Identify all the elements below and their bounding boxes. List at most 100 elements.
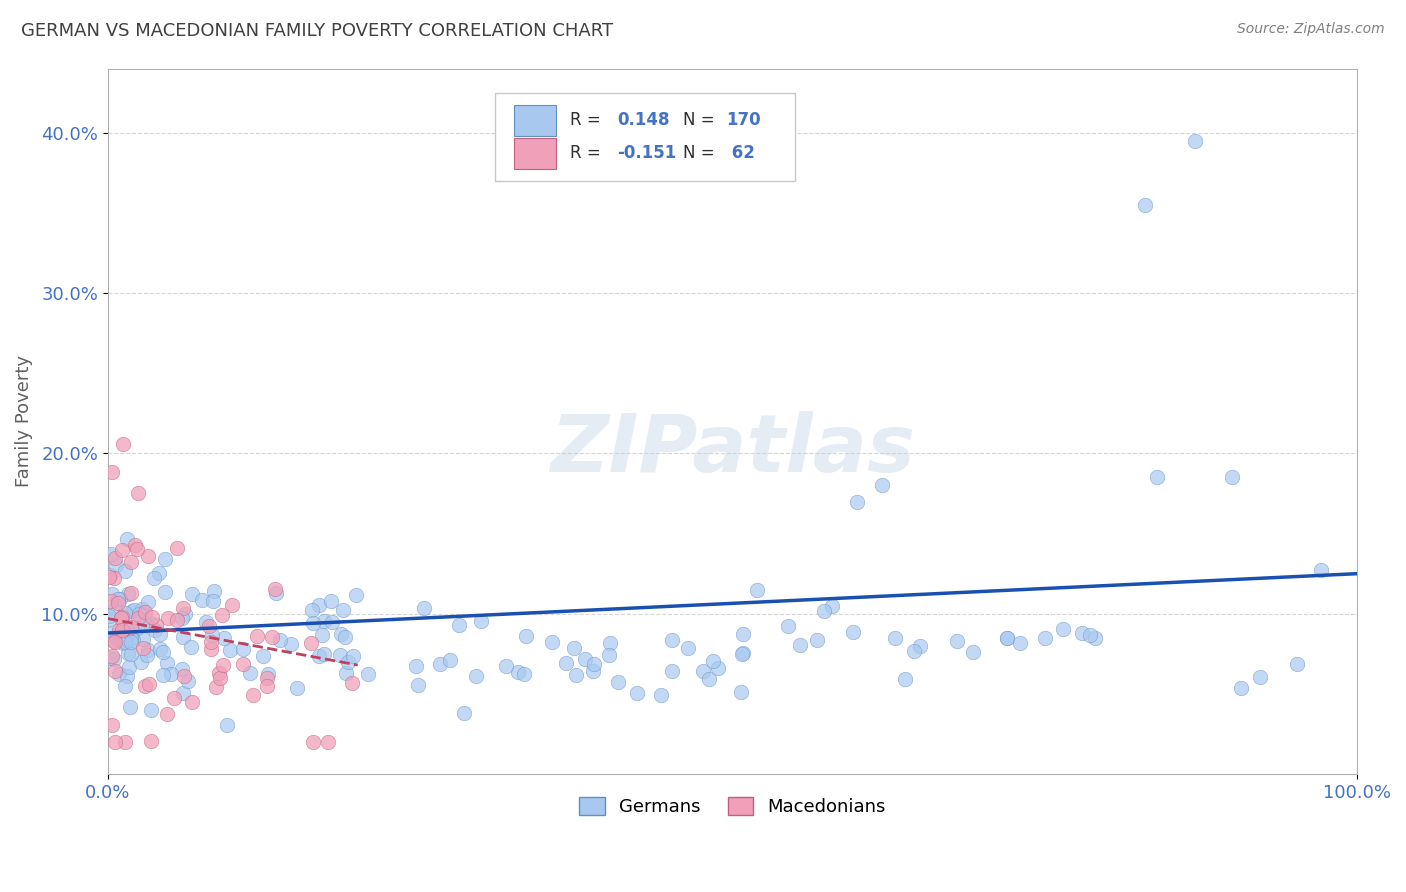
- Point: [676, 640, 699, 655]
- Point: [114, 564, 136, 578]
- Point: [731, 647, 754, 661]
- Point: [731, 627, 754, 641]
- Point: [205, 680, 228, 694]
- Point: [118, 660, 141, 674]
- Point: [302, 616, 325, 631]
- Point: [540, 635, 562, 649]
- Point: [104, 635, 127, 649]
- Point: [555, 657, 578, 671]
- Point: [198, 619, 221, 633]
- Point: [190, 593, 212, 607]
- Point: [103, 633, 125, 648]
- Point: [995, 631, 1018, 645]
- Point: [120, 632, 142, 646]
- Point: [139, 615, 162, 630]
- Point: [1220, 470, 1243, 484]
- Point: [111, 628, 134, 642]
- Text: -0.151: -0.151: [617, 145, 676, 162]
- Point: [153, 584, 176, 599]
- Point: [166, 541, 188, 556]
- Text: 62: 62: [727, 145, 755, 162]
- Point: [111, 623, 134, 637]
- Point: [252, 649, 274, 664]
- Point: [731, 646, 754, 660]
- Point: [170, 611, 193, 625]
- Point: [120, 620, 142, 634]
- Point: [134, 606, 156, 620]
- Point: [127, 542, 149, 557]
- Point: [1033, 631, 1056, 645]
- Point: [100, 612, 122, 626]
- Point: [1309, 563, 1331, 577]
- Point: [908, 639, 931, 653]
- Point: [153, 552, 176, 566]
- Point: [212, 631, 235, 645]
- Point: [583, 657, 606, 671]
- Point: [114, 735, 136, 749]
- Point: [232, 641, 254, 656]
- Point: [104, 664, 127, 678]
- Point: [107, 666, 129, 681]
- Point: [124, 538, 146, 552]
- Point: [574, 652, 596, 666]
- Point: [513, 667, 536, 681]
- Point: [301, 735, 323, 749]
- Point: [1285, 657, 1308, 671]
- Point: [172, 601, 194, 615]
- Point: [180, 640, 202, 654]
- Point: [661, 664, 683, 678]
- Point: [308, 598, 330, 612]
- Point: [449, 617, 471, 632]
- Point: [98, 570, 121, 584]
- Point: [141, 609, 163, 624]
- Point: [166, 613, 188, 627]
- Point: [470, 615, 492, 629]
- Point: [330, 627, 353, 641]
- Point: [285, 681, 308, 695]
- Point: [145, 618, 167, 632]
- Point: [1071, 626, 1094, 640]
- Point: [319, 593, 342, 607]
- Point: [180, 695, 202, 709]
- Y-axis label: Family Poverty: Family Poverty: [15, 355, 32, 487]
- Point: [105, 558, 128, 572]
- Point: [101, 649, 124, 664]
- Point: [136, 595, 159, 609]
- Point: [692, 664, 714, 678]
- Point: [201, 628, 224, 642]
- Text: GERMAN VS MACEDONIAN FAMILY POVERTY CORRELATION CHART: GERMAN VS MACEDONIAN FAMILY POVERTY CORR…: [21, 22, 613, 40]
- Point: [202, 593, 225, 607]
- Point: [148, 642, 170, 657]
- Point: [104, 735, 127, 749]
- Point: [299, 636, 322, 650]
- Point: [212, 658, 235, 673]
- Text: ZIPatlas: ZIPatlas: [550, 410, 915, 489]
- Point: [202, 583, 225, 598]
- Point: [946, 634, 969, 648]
- Point: [626, 686, 648, 700]
- Point: [156, 656, 179, 670]
- Point: [607, 674, 630, 689]
- Point: [148, 566, 170, 581]
- Point: [128, 607, 150, 622]
- Point: [1146, 470, 1168, 484]
- Point: [111, 632, 134, 647]
- Point: [312, 614, 335, 628]
- Point: [439, 653, 461, 667]
- Point: [232, 657, 254, 671]
- Point: [125, 622, 148, 636]
- Point: [342, 649, 364, 664]
- Point: [238, 665, 260, 680]
- Point: [107, 591, 129, 606]
- Point: [117, 586, 139, 600]
- Point: [98, 609, 121, 624]
- Point: [1084, 631, 1107, 645]
- Point: [329, 648, 352, 662]
- Point: [100, 547, 122, 561]
- Point: [562, 641, 585, 656]
- Point: [903, 643, 925, 657]
- Point: [333, 630, 356, 644]
- Point: [170, 662, 193, 676]
- Point: [200, 635, 222, 649]
- Point: [104, 600, 127, 615]
